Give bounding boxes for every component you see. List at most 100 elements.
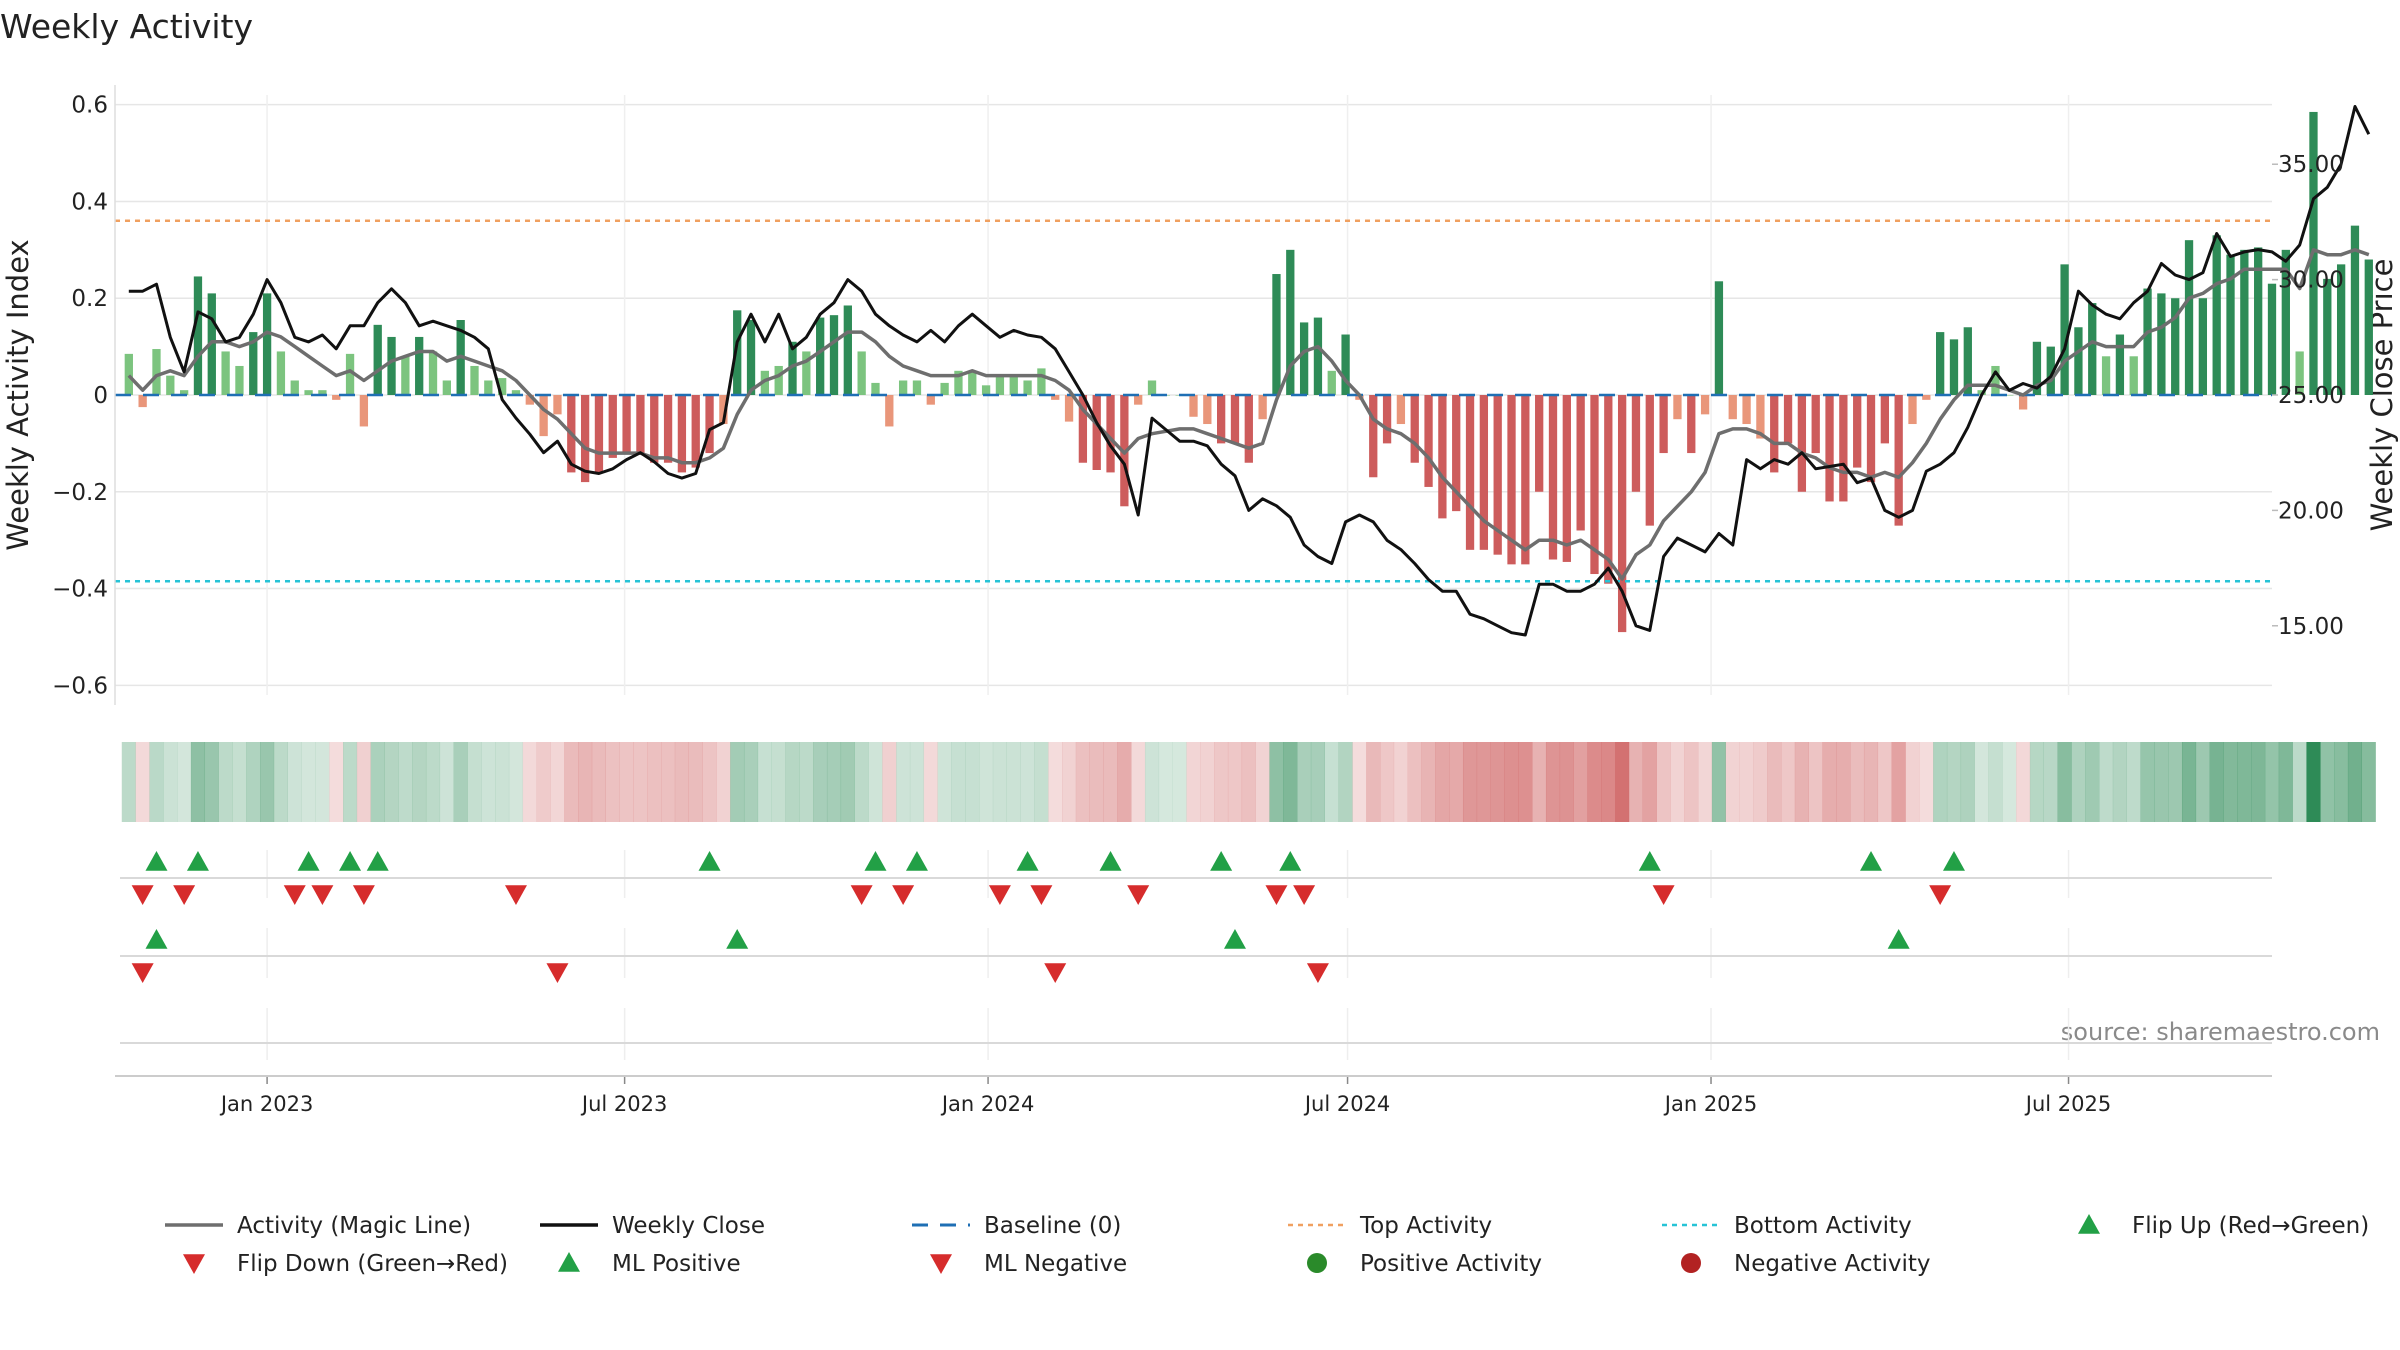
heat-cell [937,742,952,822]
activity-bar [705,395,714,454]
activity-bar [1535,395,1544,492]
legend-label: Positive Activity [1360,1251,1542,1277]
x-tick-label: Jan 2024 [940,1092,1035,1116]
activity-bar [1700,395,1710,415]
heat-cell [356,742,371,822]
flip-down-marker [1293,885,1316,905]
heat-cell [425,742,441,822]
lines-layer [115,105,2371,637]
legend-label: Top Activity [1359,1213,1492,1239]
legend-label: Bottom Activity [1734,1213,1912,1239]
heat-cell [951,742,966,822]
heat-cell [1172,742,1187,822]
activity-bar [442,380,451,395]
heat-cell [661,742,676,822]
heat-cell [495,742,510,822]
activity-bar [843,305,852,395]
heat-cell [453,742,468,822]
activity-bar [1756,395,1765,439]
heat-cell [1462,742,1478,822]
activity-bar [622,395,631,454]
magic-line [127,248,2370,581]
activity-bar [1714,281,1724,395]
activity-bar [1894,395,1903,526]
activity-bar [995,375,1005,395]
activity-bar [1313,317,1323,395]
heat-cell [1877,742,1892,822]
heat-cell [2181,742,2197,822]
activity-bar [345,353,355,395]
heat-cell [799,742,814,822]
flip-up-marker [864,851,887,871]
activity-bar [1410,395,1419,463]
activity-bar [1839,395,1848,502]
heat-cell [508,742,524,822]
activity-bar [1493,395,1502,555]
activity-bar [1147,380,1157,395]
heat-cell [1587,742,1602,822]
activity-bar [2143,288,2152,395]
heat-cell [2278,742,2293,822]
flip-up-marker [339,851,362,871]
heat-cell [591,742,606,822]
heat-cell [702,742,717,822]
activity-bar [940,382,949,395]
y-tick-label: 0 [93,383,108,409]
activity-bar [912,380,922,395]
ml-negative-marker [1044,963,1067,983]
activity-bar [954,370,963,395]
heat-cell [2016,742,2031,822]
legend-label: Flip Down (Green→Red) [237,1251,508,1277]
legend-item: Top Activity [1288,1213,1492,1239]
y-tick-label: −0.4 [52,577,108,603]
activity-bar [152,349,161,395]
activity-bar [1064,395,1074,422]
heat-cell [2264,742,2280,822]
activity-bar [2240,249,2249,395]
activity-bar [1783,395,1793,444]
activity-heat-strip [121,742,2376,822]
heat-cell [1767,742,1782,822]
heat-cell [1532,742,1547,822]
activity-bar [1521,395,1530,565]
heat-cell [1006,742,1021,822]
y2-tick-label: 15.00 [2278,614,2344,640]
activity-bar [2281,249,2290,395]
flip-up-marker [1942,851,1965,871]
heat-cell [882,742,897,822]
activity-bar [829,315,839,395]
legend-swatch-circle [1681,1253,1701,1273]
flip-down-marker [1929,885,1952,905]
heat-cell [343,742,358,822]
flip-up-marker [905,851,928,871]
heat-cell [1504,742,1519,822]
legend-item: Activity (Magic Line) [165,1213,471,1239]
activity-bar [1659,395,1668,454]
heat-cell [1435,742,1450,822]
heat-cell [909,742,925,822]
ml-negative-marker [131,963,154,983]
heat-cell [716,742,731,822]
heat-cell [896,742,911,822]
heat-cell [1380,742,1395,822]
activity-bar [387,336,396,395]
activity-bar [1811,395,1820,454]
axes-layer: 0.6 0.4 0.2 0 −0.2 −0.4 −0.6 35.00 30.00 25.00 20.… [52,85,2344,1116]
activity-bar [1908,395,1917,425]
activity-bar [926,395,935,405]
heat-cell [1338,742,1353,822]
flip-down-marker [850,885,873,905]
heat-cell [1352,742,1367,822]
heat-cell [1490,742,1505,822]
heat-cell [1241,742,1256,822]
y-tick-label: −0.6 [52,673,108,699]
activity-bar [138,395,147,408]
activity-bar [580,395,590,483]
flip-down-marker [1265,885,1288,905]
flip-down-marker [283,885,306,905]
heat-cell [218,742,233,822]
heat-cell [674,742,689,822]
chart-title: Weekly Activity [0,7,253,46]
heat-cell [1075,742,1090,822]
activity-bar [650,395,659,463]
